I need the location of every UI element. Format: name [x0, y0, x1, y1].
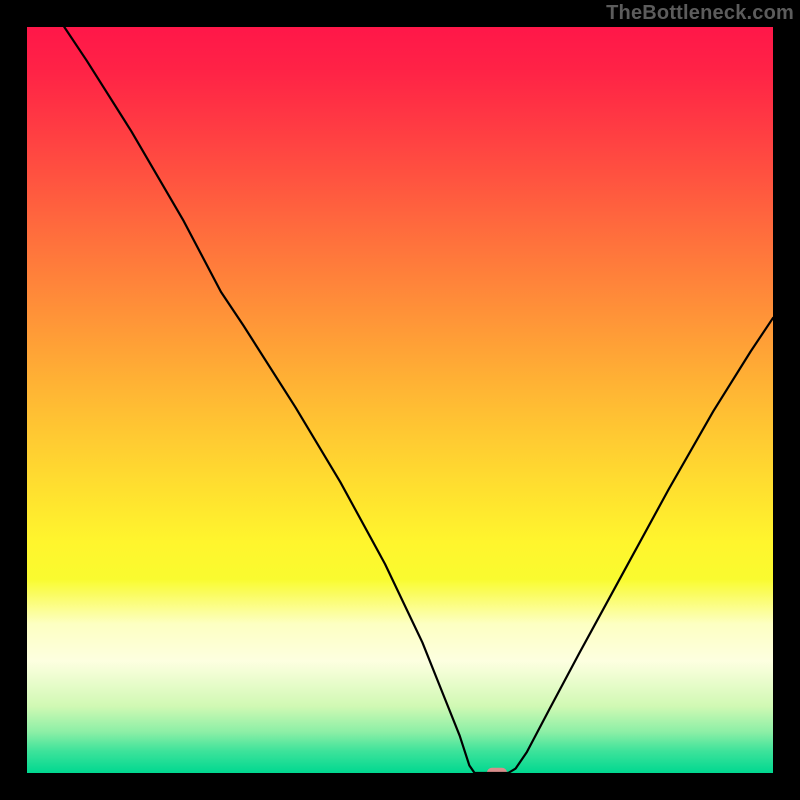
bottleneck-chart — [0, 0, 800, 800]
plot-background — [27, 27, 773, 773]
chart-stage: TheBottleneck.com — [0, 0, 800, 800]
watermark-text: TheBottleneck.com — [606, 2, 794, 25]
